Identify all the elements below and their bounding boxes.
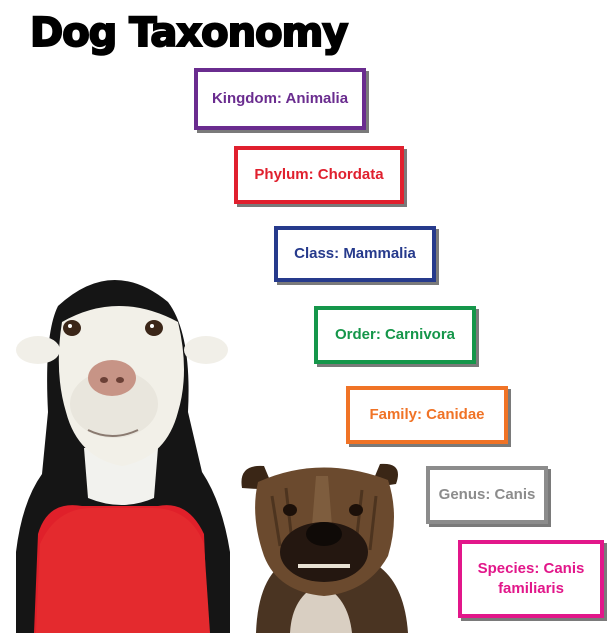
rank-family-box: Family: Canidae [346, 386, 508, 444]
rank-phylum-label: Phylum: Chordata [254, 166, 384, 183]
boxer-dog-image [241, 463, 408, 633]
rank-class-box: Class: Mammalia [274, 226, 436, 282]
page-title: Dog Taxonomy [29, 9, 349, 57]
rank-order-box: Order: Carnivora [314, 306, 476, 364]
rank-genus-box: Genus: Canis [426, 466, 548, 524]
rank-species-box: Species: Canis familiaris [458, 540, 604, 618]
rank-genus-label: Genus: Canis [438, 486, 536, 503]
rank-order-label: Order: Carnivora [334, 326, 456, 343]
rank-kingdom-label: Kingdom: Animalia [211, 90, 349, 107]
rank-family-label: Family: Canidae [369, 406, 485, 423]
rank-phylum-box: Phylum: Chordata [234, 146, 404, 204]
rank-class-label: Class: Mammalia [294, 245, 416, 262]
rank-species-label: Species: Canis familiaris [477, 560, 585, 597]
labrador-hoodie-image [16, 279, 230, 633]
rank-kingdom-box: Kingdom: Animalia [194, 68, 366, 130]
